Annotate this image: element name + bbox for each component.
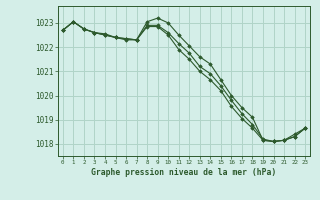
X-axis label: Graphe pression niveau de la mer (hPa): Graphe pression niveau de la mer (hPa) xyxy=(92,168,276,177)
